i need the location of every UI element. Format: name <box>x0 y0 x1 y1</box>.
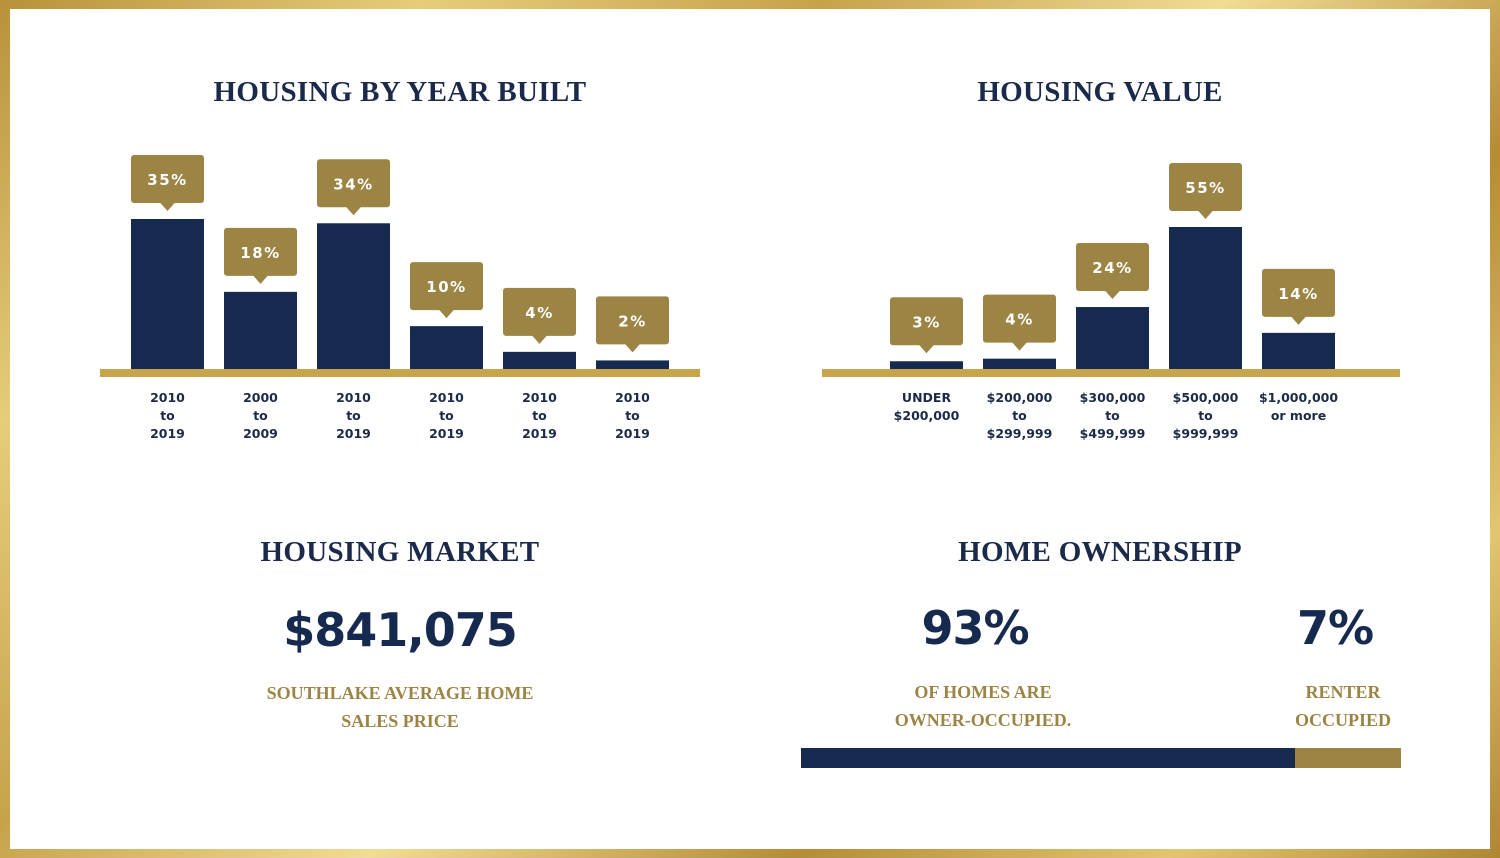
data-label-0-5: 2% <box>618 312 646 330</box>
renter-caption-line2: OCCUPIED <box>1294 710 1391 730</box>
housing-value-chart: 3% UNDER $200,000 4% $200,000 to $299,999 24% $3… <box>822 163 1400 441</box>
owner-caption-line1: OF HOMES ARE <box>914 682 1052 702</box>
tick-label-0-5-1: to <box>625 408 640 423</box>
tick-label-0-1-0: 2000 <box>243 390 278 405</box>
ownership-bar <box>801 748 1401 768</box>
bar-1-0 <box>890 361 963 369</box>
data-label-0-1: 18% <box>240 244 280 262</box>
content-panel <box>10 9 1490 849</box>
data-label-0-2: 34% <box>333 175 373 193</box>
data-label-1-2: 24% <box>1092 259 1132 277</box>
tick-label-0-1-2: 2009 <box>243 426 278 441</box>
year-built-chart: 35% 2010 to 2019 18% 2000 to 2009 34% 2010 to 2019 1… <box>100 155 700 441</box>
tick-label-1-4-1: or more <box>1271 408 1326 423</box>
tick-label-1-0-0: UNDER <box>902 390 952 405</box>
average-price-caption-line1: SOUTHLAKE AVERAGE HOME <box>266 683 534 703</box>
value-tag-pointer-1-3 <box>1197 210 1214 219</box>
tick-label-1-2-0: $300,000 <box>1080 390 1146 405</box>
axis-baseline-0 <box>100 369 700 377</box>
value-tag-pointer-0-3 <box>438 309 455 319</box>
value-tag-pointer-1-2 <box>1104 290 1121 300</box>
tick-label-0-5-2: 2019 <box>615 426 650 441</box>
value-tag-pointer-1-0 <box>918 344 935 354</box>
tick-label-1-1-1: to <box>1012 408 1027 423</box>
tick-label-0-2-1: to <box>346 408 361 423</box>
value-tag-pointer-1-4 <box>1290 315 1307 325</box>
tick-label-0-5-0: 2010 <box>615 390 650 405</box>
housing-market-title: HOUSING MARKET <box>260 536 540 568</box>
tick-label-0-0-2: 2019 <box>150 426 185 441</box>
tick-label-1-4-0: $1,000,000 <box>1259 390 1338 405</box>
axis-baseline-1 <box>822 369 1400 377</box>
data-label-1-4: 14% <box>1278 285 1318 303</box>
value-tag-0-0 <box>131 155 204 203</box>
tick-label-0-3-1: to <box>439 408 454 423</box>
value-tag-pointer-0-5 <box>624 343 641 353</box>
data-label-0-4: 4% <box>525 304 553 322</box>
value-tag-0-1 <box>224 227 297 276</box>
renter-caption-line1: RENTER <box>1305 682 1381 702</box>
bar-0-4 <box>503 351 576 369</box>
tick-label-0-4-0: 2010 <box>522 390 557 405</box>
bar-1-1 <box>983 358 1056 369</box>
tick-label-0-4-1: to <box>532 408 547 423</box>
value-tag-1-2 <box>1076 243 1149 292</box>
data-label-1-1: 4% <box>1005 311 1033 329</box>
tick-label-0-4-2: 2019 <box>522 426 557 441</box>
value-tag-0-3 <box>410 262 483 311</box>
value-tag-pointer-0-1 <box>252 274 269 284</box>
value-tag-1-1 <box>983 294 1056 343</box>
value-tag-0-2 <box>317 159 390 208</box>
bar-0-1 <box>224 291 297 369</box>
value-tag-1-0 <box>890 297 963 346</box>
tick-label-1-0-1: $200,000 <box>894 408 960 423</box>
owner-occupied-fill <box>801 748 1295 768</box>
value-tag-0-5 <box>596 296 669 345</box>
tick-label-1-2-1: to <box>1105 408 1120 423</box>
value-tag-1-3 <box>1169 163 1242 211</box>
tick-label-1-3-1: to <box>1198 408 1213 423</box>
tick-label-1-3-2: $999,999 <box>1173 426 1239 441</box>
tick-label-1-3-0: $500,000 <box>1173 390 1239 405</box>
value-tag-pointer-0-4 <box>531 334 548 344</box>
tick-label-1-1-2: $299,999 <box>987 426 1053 441</box>
tick-label-0-2-2: 2019 <box>336 426 371 441</box>
value-tag-1-4 <box>1262 268 1335 317</box>
bar-0-5 <box>596 360 669 369</box>
owner-caption-line2: OWNER-OCCUPIED. <box>894 710 1072 730</box>
tick-label-1-2-2: $499,999 <box>1080 426 1146 441</box>
tick-label-0-0-0: 2010 <box>150 390 185 405</box>
tick-label-0-2-0: 2010 <box>336 390 371 405</box>
renter-percentage: 7% <box>1296 601 1374 655</box>
value-tag-0-4 <box>503 287 576 336</box>
value-tag-pointer-0-2 <box>345 206 362 216</box>
bar-1-4 <box>1262 332 1335 369</box>
value-tag-pointer-0-0 <box>159 202 176 211</box>
bar-0-3 <box>410 326 483 369</box>
bar-1-3 <box>1169 227 1242 369</box>
average-price-value: $841,075 <box>283 603 518 657</box>
housing-value-title: HOUSING VALUE <box>977 76 1223 108</box>
tick-label-0-1-1: to <box>253 408 268 423</box>
renter-caption: RENTER OCCUPIED <box>1243 678 1443 734</box>
year-built-title: HOUSING BY YEAR BUILT <box>213 76 587 108</box>
average-price-caption-line2: SALES PRICE <box>341 711 459 731</box>
bar-0-0 <box>131 219 204 369</box>
data-label-0-3: 10% <box>426 278 466 296</box>
owner-caption: OF HOMES ARE OWNER-OCCUPIED. <box>833 678 1133 734</box>
tick-label-0-0-1: to <box>160 408 175 423</box>
home-ownership-title: HOME OWNERSHIP <box>958 536 1242 568</box>
data-label-1-3: 55% <box>1185 179 1225 197</box>
bar-0-2 <box>317 223 390 369</box>
owner-percentage: 93% <box>921 601 1029 655</box>
average-price-caption: SOUTHLAKE AVERAGE HOME SALES PRICE <box>200 679 600 735</box>
tick-label-0-3-2: 2019 <box>429 426 464 441</box>
tick-label-1-1-0: $200,000 <box>987 390 1053 405</box>
bar-1-2 <box>1076 307 1149 369</box>
tick-label-0-3-0: 2010 <box>429 390 464 405</box>
data-label-1-0: 3% <box>912 313 940 331</box>
data-label-0-0: 35% <box>147 171 187 189</box>
value-tag-pointer-1-1 <box>1011 341 1028 351</box>
